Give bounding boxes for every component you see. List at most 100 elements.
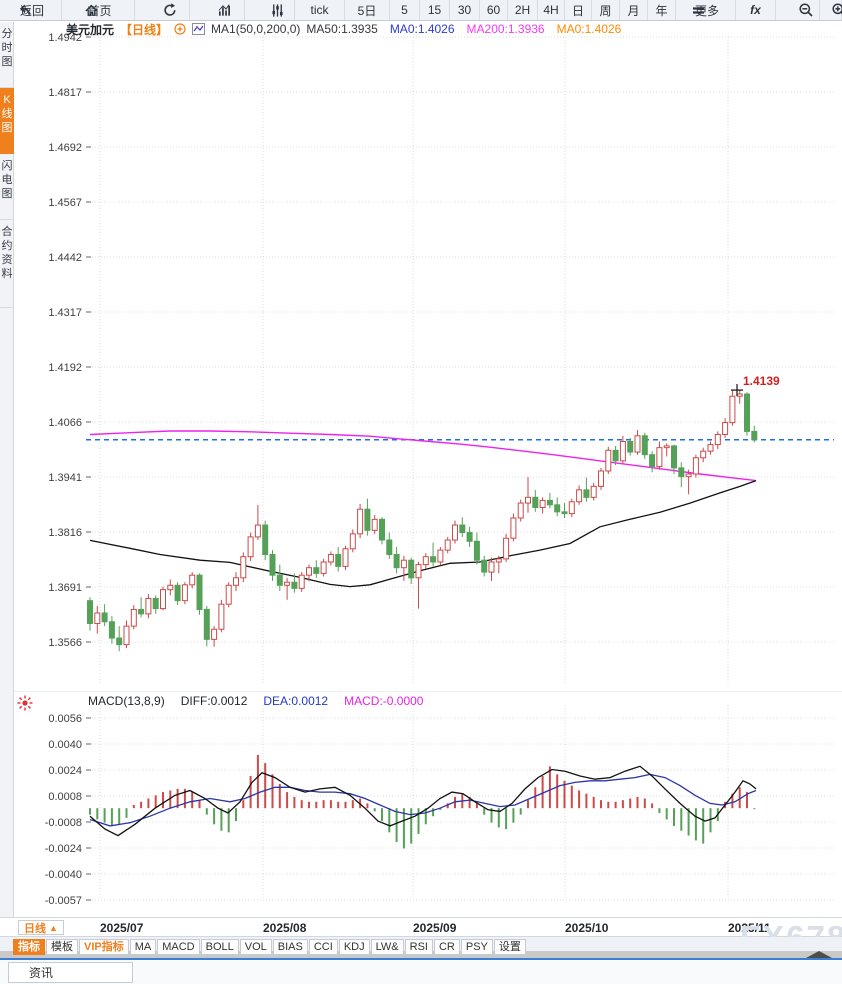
- tab-bias[interactable]: BIAS: [272, 939, 308, 955]
- candle: [546, 499, 553, 506]
- tab-rsi[interactable]: RSI: [404, 939, 433, 955]
- toolbar-period-day[interactable]: 日: [565, 0, 592, 20]
- dea-line: [89, 773, 757, 827]
- toolbar-refresh-button[interactable]: [135, 0, 190, 20]
- indicator-settings-icon[interactable]: [16, 694, 34, 712]
- tab-psy[interactable]: PSY: [460, 939, 493, 955]
- macd-axis-tick: -0.0040: [45, 869, 82, 881]
- candle: [160, 589, 166, 610]
- tab-vip-indicator[interactable]: VIP指标: [79, 939, 129, 955]
- news-bar: 资讯: [0, 960, 842, 984]
- ma-value-label: MA0:1.4026: [556, 22, 622, 36]
- ma200-line: [89, 430, 757, 482]
- toolbar-period-60[interactable]: 60: [480, 0, 508, 20]
- toolbar-zoom-in-button[interactable]: [820, 0, 842, 20]
- toolbar-period-month[interactable]: 月: [620, 0, 648, 20]
- expand-up-icon[interactable]: [806, 951, 832, 958]
- candle: [145, 597, 152, 615]
- candle: [101, 612, 108, 623]
- toolbar-period-15[interactable]: 15: [420, 0, 450, 20]
- tab-ma[interactable]: MA: [129, 939, 157, 955]
- toolbar-period-30[interactable]: 30: [450, 0, 480, 20]
- toolbar-period-4h[interactable]: 4H: [538, 0, 565, 20]
- toolbar-label: 5日: [357, 3, 377, 18]
- sidebar-item-timeshare-chart[interactable]: 分时图: [0, 22, 14, 88]
- candle: [203, 608, 210, 640]
- tab-kdj[interactable]: KDJ: [338, 939, 370, 955]
- toolbar-period-5d[interactable]: 5日: [345, 0, 390, 20]
- toolbar-indicator-button[interactable]: [245, 0, 295, 20]
- candle: [736, 393, 743, 397]
- candle: [196, 574, 203, 610]
- tab-cr[interactable]: CR: [433, 939, 460, 955]
- candle: [692, 457, 699, 475]
- price-axis-tick: 1.3816: [48, 527, 82, 539]
- macd-title: MACD(13,8,9): [88, 694, 165, 708]
- tab-macd[interactable]: MACD: [157, 939, 200, 955]
- candle: [510, 517, 517, 539]
- candle: [364, 508, 371, 531]
- tab-cci[interactable]: CCI: [308, 939, 338, 955]
- toolbar-more-button[interactable]: 更多: [676, 0, 736, 20]
- toolbar-period-tick[interactable]: tick: [295, 0, 345, 20]
- candle: [495, 558, 502, 563]
- macd-chart[interactable]: 0.0056 0.0040 0.0024 0.0008 -0.0008 -0.0024 -0…: [14, 700, 842, 912]
- toolbar-label: 4H: [543, 3, 559, 17]
- price-axis-tick: 1.4066: [48, 417, 82, 429]
- candle: [357, 508, 364, 535]
- candle: [656, 447, 663, 468]
- news-tab[interactable]: 资讯: [8, 962, 133, 983]
- price-axis-tick: 1.3566: [48, 637, 82, 649]
- toolbar-period-year[interactable]: 年: [648, 0, 676, 20]
- sidebar-item-lightning-chart[interactable]: 闪电图: [0, 154, 14, 220]
- tab-lwr[interactable]: LW&: [370, 939, 404, 955]
- triangle-up-icon: ▲: [49, 922, 58, 933]
- candle: [313, 567, 320, 574]
- candle: [291, 581, 298, 589]
- toolbar-back-button[interactable]: 返回: [0, 0, 62, 20]
- toolbar-home-button[interactable]: 首页: [62, 0, 135, 20]
- sidebar-item-contract-info[interactable]: 合约资料: [0, 220, 14, 308]
- price-axis-tick: 1.4442: [48, 252, 82, 264]
- toolbar-label: 返回: [19, 3, 44, 18]
- sidebar-item-kline-chart[interactable]: K线图: [0, 88, 14, 154]
- candlestick-chart[interactable]: 1.4942 1.4817 1.4692 1.4567 1.4442 1.4317 1.41…: [14, 30, 842, 692]
- tab-settings[interactable]: 设置: [493, 939, 526, 955]
- candle: [254, 524, 261, 538]
- candle: [729, 395, 736, 424]
- toolbar-period-week[interactable]: 周: [592, 0, 620, 20]
- tab-vol[interactable]: VOL: [239, 939, 272, 955]
- toolbar-chart-type-button[interactable]: [190, 0, 245, 20]
- candle: [663, 445, 670, 449]
- macd-axis-tick: 0.0008: [48, 791, 82, 803]
- toolbar-label: 15: [427, 3, 442, 17]
- ma50-line: [89, 479, 757, 588]
- candle: [459, 524, 466, 534]
- candle: [700, 450, 707, 459]
- circle-plus-icon[interactable]: [174, 23, 186, 35]
- toolbar-label: 日: [571, 3, 584, 18]
- toolbar-label: 周: [599, 3, 612, 18]
- toolbar-period-2h[interactable]: 2H: [508, 0, 538, 20]
- candle: [539, 499, 546, 508]
- period-selector[interactable]: 日线 ▲: [18, 920, 64, 935]
- candle: [327, 554, 334, 563]
- macd-diff-value: DIFF:0.0012: [180, 694, 248, 708]
- tab-indicator[interactable]: 指标: [13, 939, 45, 955]
- toolbar-fx-button[interactable]: fx: [736, 0, 776, 20]
- price-axis-tick: 1.4817: [48, 87, 82, 99]
- tab-template[interactable]: 模板: [46, 939, 78, 955]
- candle: [152, 597, 159, 610]
- macd-axis-tick: -0.0057: [45, 895, 82, 907]
- candle: [386, 539, 393, 556]
- toolbar-zoom-out-button[interactable]: [776, 0, 820, 20]
- candle: [181, 584, 188, 602]
- price-axis-tick: 1.4192: [48, 362, 82, 374]
- ma-value-label: MA0:1.4026: [389, 22, 455, 36]
- candle: [561, 511, 568, 515]
- toolbar-period-5[interactable]: 5: [390, 0, 420, 20]
- tab-boll[interactable]: BOLL: [200, 939, 239, 955]
- macd-macd-value: MACD:-0.0000: [344, 694, 424, 708]
- candle: [568, 501, 575, 515]
- candle: [598, 470, 604, 487]
